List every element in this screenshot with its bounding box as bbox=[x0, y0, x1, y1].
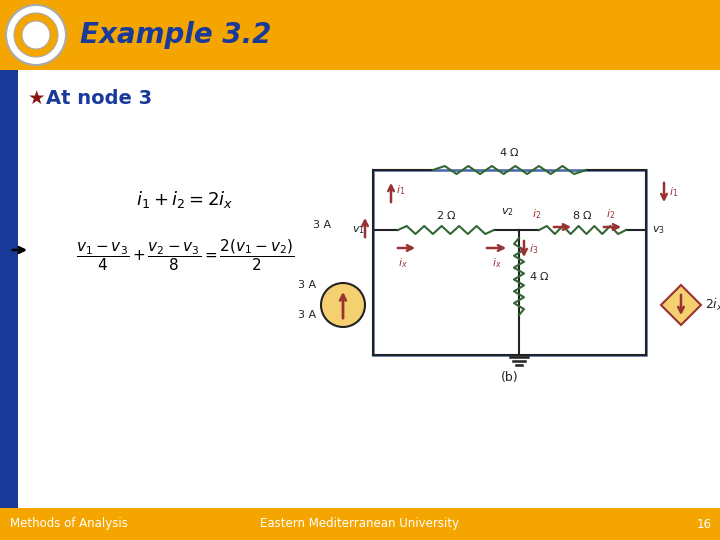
Text: 8 $\Omega$: 8 $\Omega$ bbox=[572, 209, 593, 221]
Text: $i_x$: $i_x$ bbox=[492, 256, 502, 270]
Text: $i_2$: $i_2$ bbox=[532, 207, 541, 221]
Text: $v_1$: $v_1$ bbox=[352, 224, 365, 236]
Circle shape bbox=[321, 283, 365, 327]
Text: $2i_x$: $2i_x$ bbox=[705, 297, 720, 313]
Text: $i_1$: $i_1$ bbox=[669, 185, 678, 199]
Text: 3 A: 3 A bbox=[313, 220, 331, 230]
Polygon shape bbox=[661, 285, 701, 325]
Text: 4 $\Omega$: 4 $\Omega$ bbox=[529, 271, 549, 282]
Text: $v_3$: $v_3$ bbox=[652, 224, 665, 236]
Bar bbox=[0, 70, 18, 508]
Circle shape bbox=[14, 13, 58, 57]
Text: 3 A: 3 A bbox=[298, 280, 316, 290]
Text: Example 3.2: Example 3.2 bbox=[80, 21, 271, 49]
Text: $i_3$: $i_3$ bbox=[529, 242, 539, 256]
Text: 4 $\Omega$: 4 $\Omega$ bbox=[499, 146, 520, 158]
Text: $i_x$: $i_x$ bbox=[398, 256, 408, 270]
Text: $\dfrac{v_1 - v_3}{4} + \dfrac{v_2 - v_3}{8} = \dfrac{2(v_1 - v_2)}{2}$: $\dfrac{v_1 - v_3}{4} + \dfrac{v_2 - v_3… bbox=[76, 237, 294, 273]
Text: (b): (b) bbox=[500, 370, 518, 383]
Text: 16: 16 bbox=[697, 517, 712, 530]
Text: $i_1$: $i_1$ bbox=[396, 183, 405, 197]
Bar bbox=[373, 170, 646, 355]
Bar bbox=[0, 508, 720, 540]
Text: 2 $\Omega$: 2 $\Omega$ bbox=[436, 209, 456, 221]
Text: At node 3: At node 3 bbox=[46, 89, 152, 107]
Text: Eastern Mediterranean University: Eastern Mediterranean University bbox=[261, 517, 459, 530]
Text: $v_2$: $v_2$ bbox=[501, 206, 514, 218]
Text: 3 A: 3 A bbox=[298, 310, 316, 320]
Text: ★: ★ bbox=[28, 89, 45, 107]
Text: $i_2$: $i_2$ bbox=[606, 207, 616, 221]
Circle shape bbox=[6, 5, 66, 65]
Text: $i_1 + i_2 = 2i_x$: $i_1 + i_2 = 2i_x$ bbox=[136, 190, 233, 211]
Circle shape bbox=[22, 21, 50, 49]
Text: Methods of Analysis: Methods of Analysis bbox=[10, 517, 128, 530]
Bar bbox=[0, 0, 720, 70]
